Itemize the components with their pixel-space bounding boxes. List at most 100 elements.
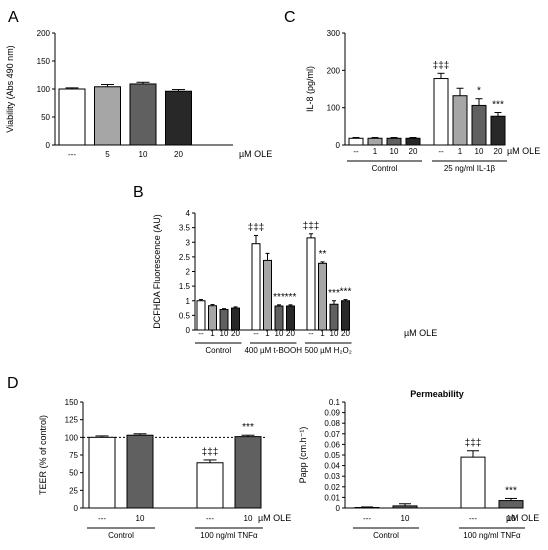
- panel-letter: C: [284, 9, 296, 26]
- x-tick-label: 20: [174, 150, 183, 159]
- significance-label: ***: [328, 288, 340, 299]
- y-tick-label: 0.01: [324, 493, 340, 502]
- chart-panel-c: C 0 100 200 300 IL-8 (pg/ml) -- 1 10 20 -- 1 10 20 ‡‡‡…: [284, 9, 540, 173]
- significance-label: **: [319, 249, 327, 260]
- bar: [263, 259, 272, 331]
- bar: [274, 305, 284, 331]
- chart-panel-d2: Permeability00.010.020.030.040.050.060.0…: [298, 389, 539, 540]
- bar: [348, 137, 364, 146]
- x-unit-label: µM OLE: [506, 513, 539, 523]
- y-axis-label: Papp (cm.h⁻¹): [298, 427, 308, 484]
- significance-label: ‡‡‡: [303, 221, 320, 232]
- bar: [126, 434, 154, 509]
- y-tick-label: 2.5: [179, 253, 191, 262]
- chart-title: Permeability: [410, 389, 464, 399]
- y-tick-label: 50: [69, 469, 78, 478]
- x-tick-label: 20: [494, 147, 503, 156]
- bar: [231, 307, 240, 331]
- significance-label: ‡‡‡: [465, 438, 482, 449]
- y-tick-label: 0.07: [324, 430, 340, 439]
- y-tick-label: 100: [65, 433, 79, 442]
- significance-label: ***: [340, 287, 352, 298]
- bar: [460, 456, 486, 509]
- y-tick-label: 150: [37, 57, 51, 66]
- y-tick-label: 300: [327, 29, 341, 38]
- y-tick-label: 200: [37, 29, 51, 38]
- bar: [386, 137, 402, 146]
- bar: [208, 305, 217, 331]
- x-tick-label: 20: [286, 329, 295, 338]
- y-tick-label: 0.09: [324, 409, 340, 418]
- y-tick-label: 25: [69, 486, 78, 495]
- group-label: 400 µM t-BOOH: [244, 346, 302, 355]
- x-tick-label: --: [198, 329, 204, 338]
- y-axis-label: Viability (Abs 490 nm): [5, 45, 15, 132]
- bar: [367, 137, 383, 146]
- bar: [329, 303, 339, 331]
- bar: [219, 309, 229, 331]
- bar: [452, 95, 468, 146]
- x-tick-label: 20: [231, 329, 240, 338]
- y-tick-label: 0.06: [324, 440, 340, 449]
- x-tick-label: 1: [458, 147, 463, 156]
- x-tick-label: ---: [68, 150, 76, 159]
- bar: [341, 300, 350, 331]
- bar: [88, 436, 116, 509]
- x-tick-label: 10: [401, 514, 410, 523]
- x-tick-label: 10: [330, 329, 339, 338]
- x-tick-label: 10: [275, 329, 284, 338]
- significance-label: ‡‡‡: [202, 447, 219, 458]
- x-tick-label: 10: [220, 329, 229, 338]
- bar: [490, 115, 506, 146]
- panel-letter: D: [7, 375, 19, 392]
- bar: [433, 78, 449, 146]
- x-tick-label: 1: [373, 147, 378, 156]
- x-tick-label: ---: [206, 514, 214, 523]
- x-tick-label: 1: [210, 329, 215, 338]
- x-unit-label: µM OLE: [239, 149, 272, 159]
- y-tick-label: 0: [74, 504, 79, 513]
- bar: [471, 104, 487, 146]
- significance-label: ***: [505, 485, 517, 496]
- bar: [405, 137, 421, 146]
- y-tick-label: 0.05: [324, 451, 340, 460]
- panel-letter: B: [133, 184, 144, 201]
- chart-panel-b: B 0 0.5 1 1.5 2 2.5 3 3.5 4 DCFHDA Fluorescence (A…: [133, 184, 437, 355]
- y-tick-label: 0: [46, 141, 51, 150]
- x-tick-label: ---: [363, 514, 371, 523]
- y-tick-label: 200: [327, 66, 341, 75]
- significance-label: ***: [285, 292, 297, 303]
- y-tick-label: 0.04: [324, 462, 340, 471]
- y-axis-label: IL-8 (pg/ml): [305, 66, 315, 112]
- bar: [129, 83, 157, 146]
- panel-letter: A: [8, 9, 19, 26]
- bar: [286, 305, 295, 331]
- y-tick-label: 0: [336, 504, 341, 513]
- bar: [392, 505, 418, 509]
- x-tick-label: 10: [475, 147, 484, 156]
- significance-label: ***: [242, 422, 254, 433]
- x-tick-label: 1: [320, 329, 325, 338]
- group-label: 100 ng/ml TNFα: [200, 531, 258, 540]
- group-label: Control: [373, 531, 399, 540]
- x-tick-label: 1: [265, 329, 270, 338]
- y-tick-label: 75: [69, 451, 78, 460]
- y-tick-label: 0: [186, 326, 191, 335]
- y-axis-label: DCFHDA Fluorescence (AU): [152, 214, 162, 329]
- group-label: Control: [108, 531, 134, 540]
- bar: [306, 237, 316, 331]
- bar: [196, 462, 224, 509]
- x-tick-label: 10: [139, 150, 148, 159]
- group-label: 500 µM H₂O₂: [305, 346, 352, 355]
- significance-label: ‡‡‡: [433, 60, 450, 71]
- y-tick-label: 0.02: [324, 483, 340, 492]
- y-tick-label: 1.5: [179, 282, 191, 291]
- group-label: 25 ng/ml IL-1β: [444, 164, 496, 173]
- x-tick-label: --: [438, 147, 444, 156]
- y-tick-label: 0: [336, 141, 341, 150]
- x-tick-label: --: [308, 329, 314, 338]
- x-tick-label: --: [353, 147, 359, 156]
- y-tick-label: 0.03: [324, 472, 340, 481]
- x-tick-label: ---: [469, 514, 477, 523]
